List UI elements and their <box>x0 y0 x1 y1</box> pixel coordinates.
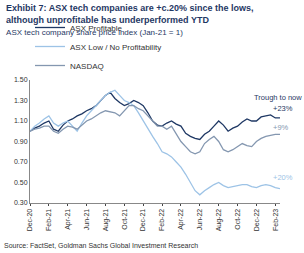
svg-text:0.50: 0.50 <box>14 179 28 186</box>
svg-text:Aug-22: Aug-22 <box>215 209 223 232</box>
svg-text:Jun-21: Jun-21 <box>83 209 90 231</box>
svg-text:1.10: 1.10 <box>14 117 28 124</box>
svg-text:0.70: 0.70 <box>14 158 28 165</box>
svg-text:Exhibit 7: ASX tech companies: Exhibit 7: ASX tech companies are +c.20%… <box>6 3 254 36</box>
svg-text:ASX Profitable: ASX Profitable <box>70 24 123 33</box>
svg-text:+23%: +23% <box>273 104 293 113</box>
svg-text:Apr-21: Apr-21 <box>64 209 72 230</box>
svg-text:Trough to now: Trough to now <box>254 93 302 102</box>
svg-text:1.30: 1.30 <box>14 97 28 104</box>
svg-text:Feb-22: Feb-22 <box>158 209 165 231</box>
svg-text:Feb-21: Feb-21 <box>45 209 52 231</box>
svg-text:0.90: 0.90 <box>14 138 28 145</box>
svg-text:Dec-21: Dec-21 <box>139 209 146 232</box>
svg-text:Aug-21: Aug-21 <box>102 209 110 232</box>
svg-text:Oct-22: Oct-22 <box>234 209 241 230</box>
svg-text:1.50: 1.50 <box>14 76 28 83</box>
svg-text:0.30: 0.30 <box>14 199 28 206</box>
svg-text:ASX Low / No Profitability: ASX Low / No Profitability <box>70 43 161 52</box>
svg-text:Apr-22: Apr-22 <box>177 209 185 230</box>
svg-text:+20%: +20% <box>273 173 293 182</box>
svg-text:Dec-20: Dec-20 <box>26 209 33 232</box>
svg-text:Feb-23: Feb-23 <box>272 209 279 231</box>
svg-text:Oct-21: Oct-21 <box>121 209 128 230</box>
svg-text:+9%: +9% <box>273 123 289 132</box>
svg-text:Jun-22: Jun-22 <box>196 209 203 231</box>
svg-text:NASDAQ: NASDAQ <box>70 62 104 71</box>
svg-text:Dec-22: Dec-22 <box>253 209 260 232</box>
svg-text:Source: FactSet, Goldman Sachs: Source: FactSet, Goldman Sachs Global In… <box>4 242 198 249</box>
